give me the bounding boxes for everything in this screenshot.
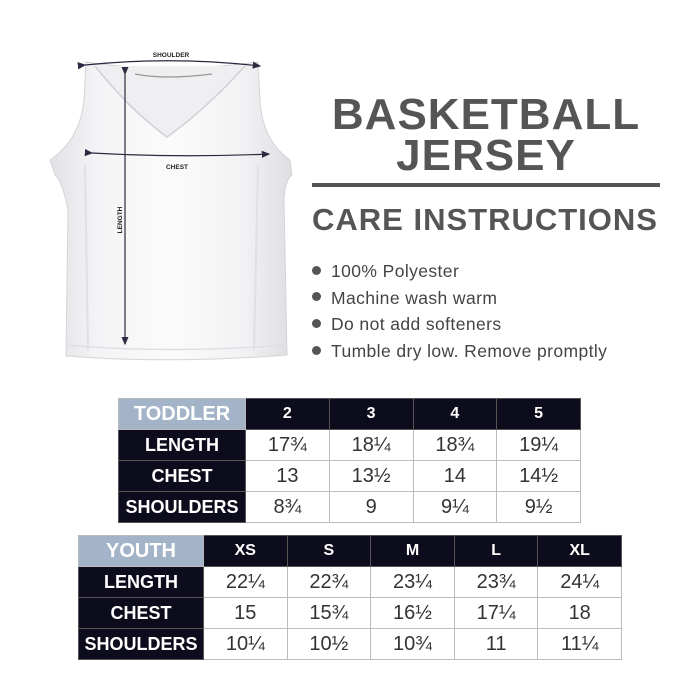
shoulder-label: SHOULDER	[153, 52, 190, 59]
measurement-cell: 16½	[370, 597, 455, 629]
table-label: YOUTH	[78, 535, 204, 567]
table-row: CHEST 15 15¾ 16½ 17¼ 18	[78, 597, 622, 629]
table-row: SHOULDERS 10¼ 10½ 10¾ 11 11¼	[78, 628, 622, 660]
measurement-cell: 10¼	[203, 628, 288, 660]
care-list: 100% Polyester Machine wash warm Do not …	[312, 258, 607, 364]
measurement-cell: 11¼	[537, 628, 622, 660]
table-row: LENGTH 17¾ 18¼ 18¾ 19¼	[118, 429, 581, 461]
care-heading: CARE INSTRUCTIONS	[312, 202, 658, 237]
row-label: SHOULDERS	[118, 491, 246, 523]
bullet-icon	[312, 265, 321, 275]
measurement-cell: 10½	[286, 628, 372, 660]
measurement-cell: 18¾	[412, 429, 498, 461]
chest-arrow	[84, 148, 271, 158]
header-row: TODDLER 2 3 4 5	[118, 398, 581, 430]
measurement-cell: 17¼	[453, 597, 539, 629]
measurement-cell: 14	[412, 460, 498, 492]
measurement-cell: 9½	[496, 491, 581, 523]
size-header: 4	[412, 398, 498, 430]
measurement-cell: 8¾	[245, 491, 330, 523]
measurement-cell: 9	[328, 491, 414, 523]
bullet-icon	[312, 292, 321, 302]
measurement-cell: 17¾	[245, 429, 330, 461]
measurement-cell: 14½	[496, 460, 581, 492]
youth-size-table: YOUTH XS S M L XL LENGTH 22¼ 22¾ 23¼ 23¾ 24¼ CHEST 15…	[78, 535, 622, 660]
row-label: CHEST	[78, 597, 204, 629]
measurement-cell: 15¾	[286, 597, 372, 629]
row-label: LENGTH	[78, 566, 204, 598]
size-header: 5	[496, 398, 581, 430]
measurement-cell: 9¼	[412, 491, 498, 523]
measurement-cell: 22¼	[203, 566, 288, 598]
bullet-icon	[312, 345, 321, 355]
toddler-size-table: TODDLER 2 3 4 5 LENGTH 17¾ 18¼ 18¾ 19¼ CHEST 13 13½ 1…	[118, 398, 581, 523]
table-row: LENGTH 22¼ 22¾ 23¼ 23¾ 24¼	[78, 566, 622, 598]
title-line-1: BASKETBALL	[331, 90, 641, 139]
measurement-cell: 18¼	[328, 429, 414, 461]
measurement-cell: 15	[203, 597, 288, 629]
jersey-diagram: SHOULDER CHEST LENGTH	[49, 52, 293, 361]
measurement-cell: 13	[245, 460, 330, 492]
table-label: TODDLER	[118, 398, 246, 430]
care-item: 100% Polyester	[312, 258, 607, 285]
measurement-cell: 10¾	[370, 628, 455, 660]
table-row: CHEST 13 13½ 14 14½	[118, 460, 581, 492]
measurement-cell: 18	[537, 597, 622, 629]
title-divider	[312, 183, 660, 187]
size-header: M	[370, 535, 455, 567]
measurement-cell: 22¾	[286, 566, 372, 598]
measurement-cell: 13½	[328, 460, 414, 492]
bullet-icon	[312, 319, 321, 329]
measurement-cell: 24¼	[537, 566, 622, 598]
table-row: SHOULDERS 8¾ 9 9¼ 9½	[118, 491, 581, 523]
size-header: S	[286, 535, 372, 567]
measurement-cell: 11	[453, 628, 539, 660]
measurement-cell: 19¼	[496, 429, 581, 461]
size-header: 3	[328, 398, 414, 430]
row-label: SHOULDERS	[78, 628, 204, 660]
title-line-2: JERSEY	[396, 131, 576, 180]
measurement-cell: 23¼	[370, 566, 455, 598]
care-item: Do not add softeners	[312, 311, 607, 338]
care-item: Tumble dry low. Remove promptly	[312, 338, 607, 365]
care-item: Machine wash warm	[312, 285, 607, 312]
header-row: YOUTH XS S M L XL	[78, 535, 622, 567]
row-label: LENGTH	[118, 429, 246, 461]
size-header: 2	[245, 398, 330, 430]
size-header: L	[453, 535, 539, 567]
shoulder-arrow	[77, 60, 262, 70]
length-label: LENGTH	[117, 206, 124, 233]
chest-label: CHEST	[166, 164, 188, 171]
measurement-cell: 23¾	[453, 566, 539, 598]
row-label: CHEST	[118, 460, 246, 492]
size-header: XL	[537, 535, 622, 567]
size-header: XS	[203, 535, 288, 567]
